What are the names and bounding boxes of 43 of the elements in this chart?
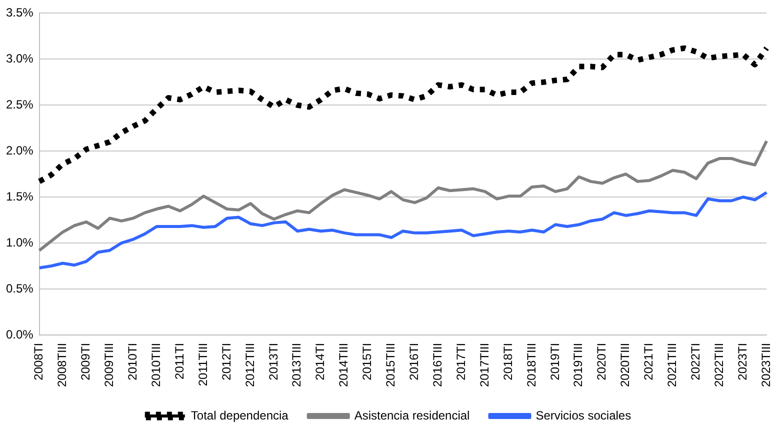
x-tick-label: 2016TI — [407, 342, 422, 380]
x-tick-label: 2008TIII — [55, 342, 70, 388]
x-tick-label: 2012TIII — [242, 342, 257, 388]
x-tick-label: 2014TI — [313, 342, 328, 380]
x-tick-label: 2018TI — [500, 342, 515, 380]
legend-label: Servicios sociales — [536, 408, 632, 422]
y-tick-label: 3.5% — [6, 6, 34, 20]
legend-label: Asistencia residencial — [354, 408, 470, 422]
x-tick-label: 2017TI — [454, 342, 468, 380]
x-tick-label: 2009TI — [78, 342, 93, 380]
x-tick-label: 2016TIII — [430, 342, 444, 388]
x-tick-label: 2018TIII — [524, 342, 538, 388]
x-tick-label: 2019TIII — [571, 342, 586, 388]
y-tick-label: 0.5% — [6, 281, 34, 296]
x-tick-label: 2011TI — [172, 342, 186, 380]
x-tick-label: 2009TIII — [102, 342, 116, 388]
x-tick-label: 2013TI — [266, 342, 280, 380]
y-tick-label: 3.0% — [6, 51, 34, 66]
x-tick-label: 2023TI — [735, 342, 750, 380]
x-tick-label: 2020TI — [594, 342, 609, 380]
x-tick-label: 2011TIII — [196, 342, 210, 386]
x-tick-label: 2020TIII — [618, 342, 632, 388]
x-tick-label: 2023TIII — [758, 342, 773, 388]
x-tick-label: 2015TI — [360, 342, 374, 380]
y-tick-label: 2.5% — [6, 97, 34, 112]
y-tick-label: 1.0% — [6, 235, 34, 250]
y-tick-label: 0.0% — [6, 327, 34, 342]
x-tick-label: 2013TIII — [290, 342, 304, 388]
y-tick-label: 2.0% — [6, 143, 34, 158]
x-tick-label: 2012TI — [219, 342, 234, 380]
y-tick-label: 1.5% — [6, 189, 34, 204]
x-tick-label: 2017TIII — [477, 342, 492, 388]
x-tick-label: 2022TI — [688, 342, 703, 380]
x-tick-label: 2010TIII — [148, 342, 163, 388]
legend-label: Total dependencia — [190, 408, 289, 422]
x-tick-label: 2022TIII — [712, 342, 726, 388]
x-tick-label: 2015TIII — [384, 342, 398, 388]
x-tick-label: 2014TIII — [336, 342, 351, 388]
x-tick-label: 2008TI — [32, 342, 46, 380]
x-tick-label: 2021TIII — [665, 342, 680, 388]
x-tick-label: 2021TI — [642, 342, 656, 380]
x-tick-label: 2019TI — [548, 342, 562, 380]
x-tick-label: 2010TI — [126, 342, 140, 380]
